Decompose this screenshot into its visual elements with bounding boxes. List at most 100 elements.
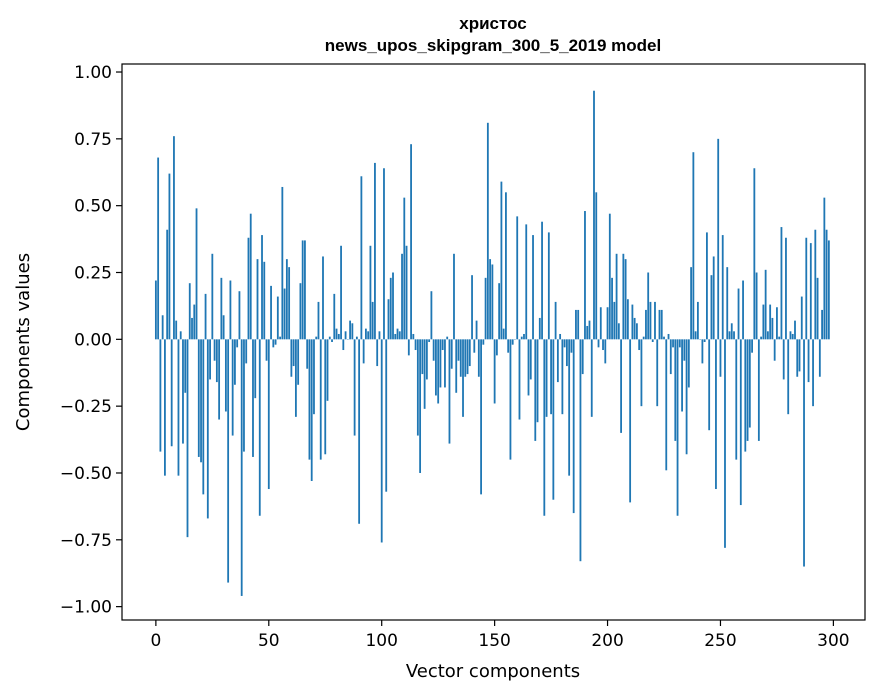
bar-90	[358, 339, 361, 524]
bar-150	[493, 339, 496, 404]
bar-54	[276, 296, 279, 340]
bar-269	[762, 304, 765, 340]
bar-87	[351, 323, 354, 340]
bar-295	[821, 309, 823, 340]
bar-6	[168, 173, 171, 340]
x-tick-label: 0	[150, 631, 161, 651]
bar-79	[333, 293, 336, 340]
bar-221	[654, 301, 656, 340]
bar-158	[511, 339, 514, 345]
bar-131	[450, 339, 453, 369]
chart-title-line-1: христос	[459, 14, 526, 33]
bar-147	[486, 122, 489, 340]
bar-181	[563, 339, 566, 348]
bar-208	[624, 259, 627, 340]
bar-115	[414, 339, 417, 351]
bar-92	[362, 339, 365, 364]
bar-183	[568, 339, 571, 476]
bar-15	[188, 283, 191, 340]
bar-34	[231, 339, 234, 436]
bar-139	[468, 339, 471, 367]
bar-189	[581, 339, 584, 375]
bar-26	[213, 339, 216, 361]
bar-29	[220, 277, 223, 340]
bar-255	[730, 323, 733, 340]
bar-40	[245, 339, 248, 364]
bar-270	[764, 269, 767, 340]
bar-77	[328, 336, 331, 340]
bar-122	[430, 291, 433, 340]
bar-12	[182, 339, 184, 444]
bar-167	[532, 235, 534, 340]
bar-23	[206, 339, 209, 519]
bar-177	[554, 301, 557, 340]
bar-5	[166, 229, 169, 340]
bar-135	[459, 339, 462, 377]
bar-229	[672, 339, 674, 348]
bar-227	[667, 333, 670, 340]
bar-214	[638, 339, 641, 351]
bar-288	[805, 237, 808, 340]
bar-224	[660, 309, 663, 340]
bar-25	[211, 253, 214, 340]
bar-175	[550, 339, 552, 415]
bar-194	[593, 90, 595, 340]
x-tick-label: 300	[817, 631, 849, 651]
bar-285	[798, 339, 801, 372]
bar-289	[807, 339, 810, 383]
bar-271	[766, 331, 769, 340]
bar-108	[398, 331, 401, 340]
bar-38	[240, 339, 243, 596]
bar-293	[816, 277, 819, 340]
bar-274	[773, 339, 776, 361]
bar-154	[502, 328, 505, 340]
bar-215	[640, 339, 643, 407]
bar-94	[367, 331, 370, 340]
bar-191	[586, 325, 589, 340]
bar-55	[279, 336, 281, 340]
bar-248	[715, 339, 717, 490]
bar-51	[270, 285, 272, 340]
bar-series	[154, 90, 830, 596]
bar-228	[669, 339, 672, 375]
bar-185	[572, 339, 575, 514]
bar-52	[272, 339, 275, 348]
bar-231	[676, 339, 679, 516]
bar-238	[692, 152, 695, 340]
bar-148	[489, 259, 492, 340]
bar-164	[525, 224, 528, 340]
bar-188	[579, 339, 582, 562]
bar-246	[710, 275, 713, 340]
bar-206	[620, 339, 622, 433]
bar-67	[306, 339, 309, 369]
bar-72	[317, 301, 320, 340]
bar-44	[254, 339, 257, 399]
bar-56	[281, 186, 284, 340]
bar-217	[645, 309, 647, 340]
bar-219	[649, 301, 652, 340]
bar-180	[561, 339, 564, 415]
bar-27	[215, 339, 218, 383]
bar-216	[642, 336, 645, 340]
bar-258	[737, 288, 740, 340]
bar-82	[340, 245, 342, 340]
bar-176	[552, 339, 555, 500]
bar-220	[651, 339, 654, 342]
bar-125	[437, 339, 440, 404]
bar-151	[495, 339, 498, 356]
bar-212	[633, 317, 636, 340]
bar-20	[200, 339, 202, 463]
bar-138	[466, 339, 469, 375]
bar-172	[543, 339, 546, 516]
bar-282	[791, 333, 794, 340]
bar-156	[507, 339, 510, 353]
bar-106	[394, 333, 397, 340]
bar-9	[175, 320, 178, 340]
bar-259	[739, 339, 742, 506]
bar-223	[658, 309, 661, 340]
bar-163	[523, 333, 525, 340]
bar-33	[229, 280, 232, 340]
bar-261	[744, 339, 747, 452]
bar-294	[818, 339, 821, 377]
bar-105	[392, 272, 394, 340]
